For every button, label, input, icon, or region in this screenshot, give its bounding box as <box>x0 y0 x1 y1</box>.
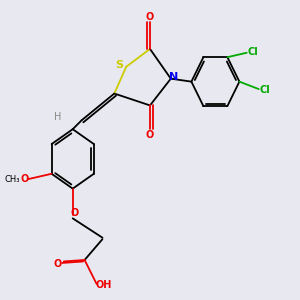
Text: Cl: Cl <box>260 85 271 95</box>
Text: O: O <box>54 260 62 269</box>
Text: O: O <box>70 208 78 218</box>
Text: O: O <box>146 12 154 22</box>
Text: O: O <box>146 130 154 140</box>
Text: Cl: Cl <box>248 47 259 57</box>
Text: H: H <box>54 112 61 122</box>
Text: S: S <box>115 60 123 70</box>
Text: N: N <box>169 72 178 82</box>
Text: CH₃: CH₃ <box>4 175 20 184</box>
Text: O: O <box>20 174 28 184</box>
Text: OH: OH <box>96 280 112 290</box>
